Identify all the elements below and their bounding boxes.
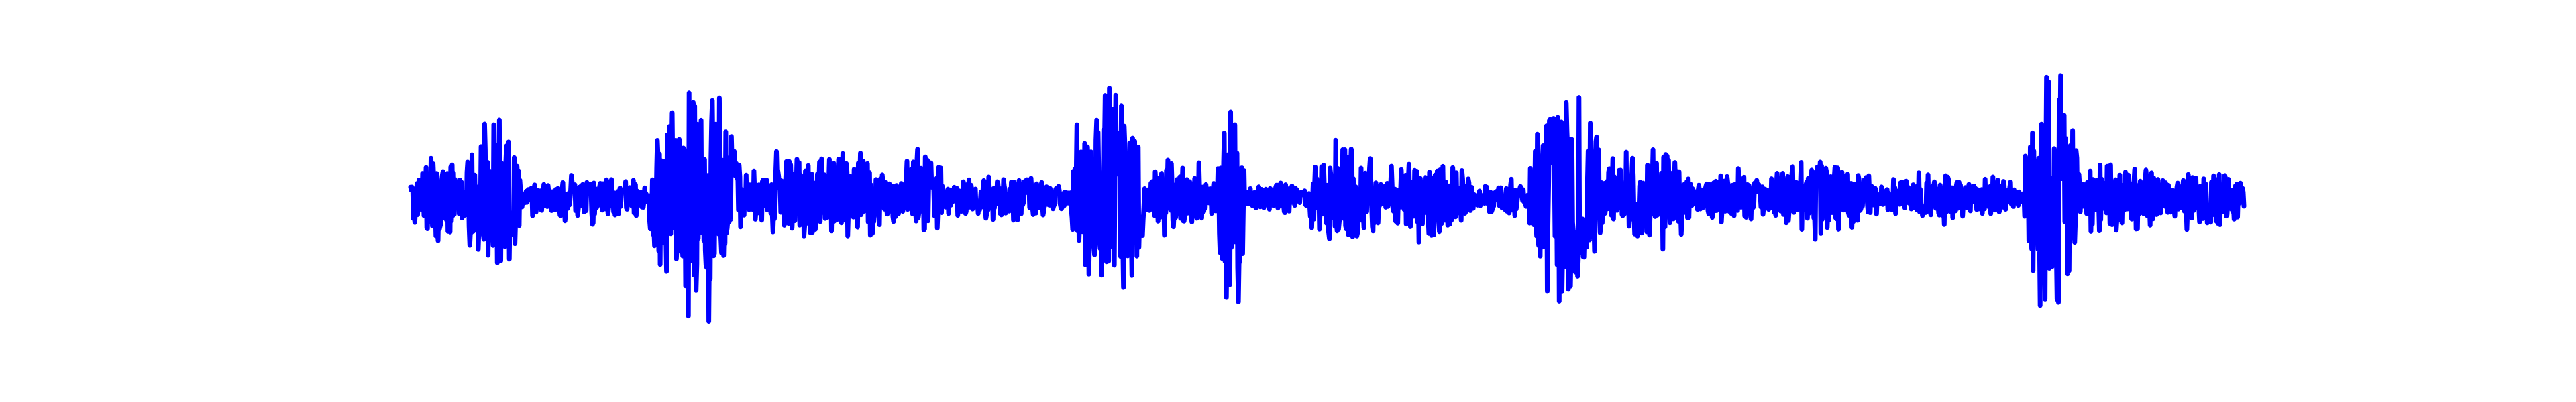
waveform-series bbox=[408, 73, 2247, 324]
waveform-line bbox=[408, 73, 2247, 324]
